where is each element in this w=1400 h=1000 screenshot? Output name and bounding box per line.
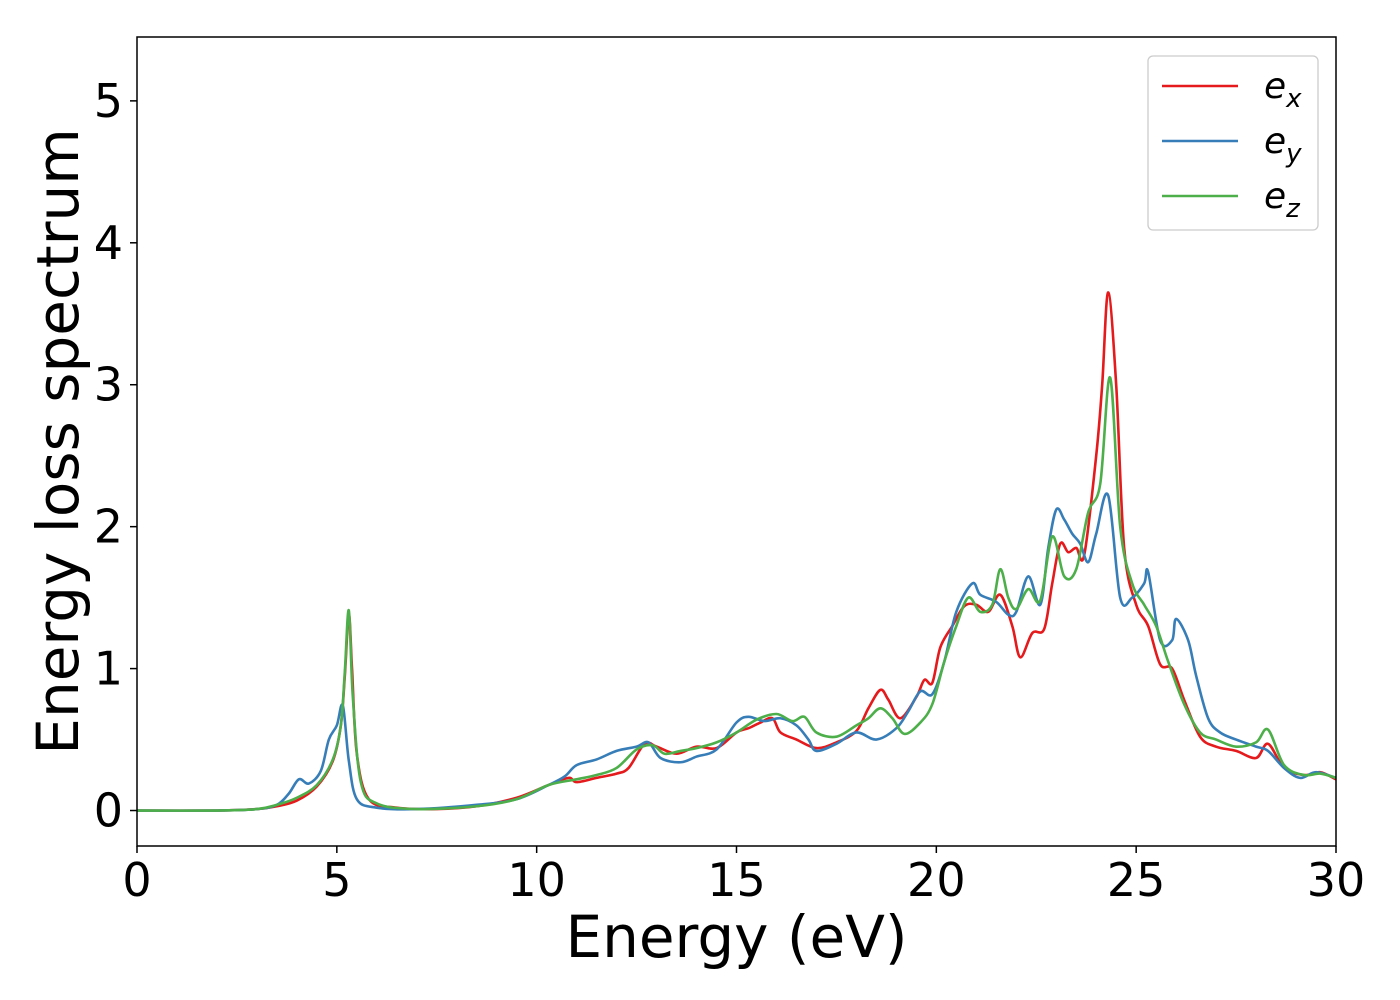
series-layer [137, 291, 1336, 812]
y-tick-label: 4 [94, 216, 123, 270]
x-tick-label: 5 [322, 853, 351, 907]
legend-label: ez [1264, 176, 1301, 224]
series-line-z [137, 376, 1336, 812]
legend-item-y: ey [1162, 121, 1302, 169]
legend-box [1147, 55, 1319, 231]
legend-item-z: ez [1162, 176, 1301, 224]
y-tick-label: 2 [94, 500, 123, 554]
x-axis: 0 5 10 15 20 25 30 [122, 846, 1365, 907]
y-tick-label: 0 [94, 784, 123, 838]
y-tick-label: 1 [94, 642, 123, 696]
y-axis-label: Energy loss spectrum [24, 128, 92, 754]
x-tick-label: 25 [1107, 853, 1166, 907]
x-tick-label: 20 [907, 853, 966, 907]
y-axis: 0 1 2 3 4 5 [94, 74, 137, 838]
legend: ex ey ez [1147, 55, 1319, 231]
x-tick-label: 15 [707, 853, 766, 907]
x-tick-label: 10 [507, 853, 566, 907]
x-tick-label: 0 [122, 853, 151, 907]
x-axis-label: Energy (eV) [565, 903, 907, 971]
y-tick-label: 5 [94, 74, 123, 128]
y-tick-label: 3 [94, 358, 123, 412]
legend-label: ex [1264, 66, 1302, 114]
x-tick-label: 30 [1307, 853, 1366, 907]
legend-label: ey [1264, 121, 1302, 169]
legend-item-x: ex [1162, 66, 1302, 114]
